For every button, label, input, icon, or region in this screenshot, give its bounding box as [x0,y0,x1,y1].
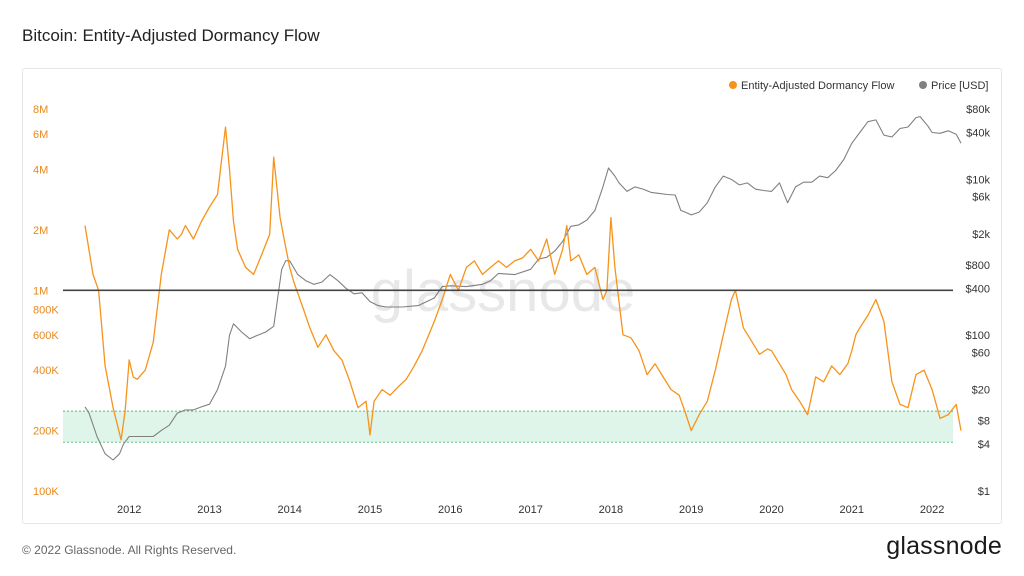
accumulation-band [63,411,953,443]
right-tick-label: $10k [966,174,990,186]
legend-dot-dormancy [729,81,737,89]
left-tick-label: 400K [33,365,59,377]
legend-dot-price [919,81,927,89]
x-tick-label: 2022 [920,504,944,516]
right-tick-label: $800 [966,260,990,272]
x-tick-label: 2021 [840,504,864,516]
right-tick-label: $100 [966,330,990,342]
legend-item-price[interactable]: Price [USD] [919,80,988,92]
dormancy-series [84,126,962,441]
right-tick-label: $60 [972,348,990,360]
left-tick-label: 1M [33,285,48,297]
left-tick-label: 2M [33,225,48,237]
left-axis: 100K 200K 400K 600K 800K 1M 2M 4M 6M 8M [33,104,59,498]
left-tick-label: 8M [33,104,48,116]
legend-item-dormancy[interactable]: Entity-Adjusted Dormancy Flow [729,80,894,92]
legend-label-dormancy: Entity-Adjusted Dormancy Flow [741,80,894,92]
left-tick-label: 6M [33,129,48,141]
dormancy-flow-line[interactable] [84,126,962,441]
x-tick-label: 2016 [438,504,462,516]
right-tick-label: $4 [978,439,990,451]
left-tick-label: 4M [33,164,48,176]
right-tick-label: $400 [966,283,990,295]
right-axis: $1 $4 $8 $20 $60 $100 $400 $800 $2k $6k $10k $40k $8… [966,104,991,498]
page-title: Bitcoin: Entity-Adjusted Dormancy Flow [22,26,320,45]
chart[interactable]: glassnode 100K200K400K600K800K1M2M4M6M8M… [23,69,1001,523]
right-tick-label: $1 [978,486,990,498]
x-tick-label: 2014 [277,504,301,516]
copyright: © 2022 Glassnode. All Rights Reserved. [22,543,237,557]
x-tick-label: 2013 [197,504,221,516]
brand-logo[interactable]: glassnode [886,532,1002,560]
right-tick-label: $20 [972,385,990,397]
right-tick-label: $6k [972,192,990,204]
x-tick-label: 2018 [599,504,623,516]
right-tick-label: $2k [972,229,990,241]
x-tick-label: 2015 [358,504,382,516]
x-axis: 2012 2013 2014 2015 2016 2017 2018 2019 2020 2021… [117,504,944,516]
chart-panel: glassnode 100K 200K 400K 600K 800K 1M 2M 4M 6M 8M… [22,68,1002,524]
x-tick-label: 2012 [117,504,141,516]
legend-label-price: Price [USD] [931,80,988,92]
right-tick-label: $80k [966,104,990,116]
legend: Entity-Adjusted Dormancy Flow Price [USD… [729,80,988,92]
left-tick-label: 600K [33,330,59,342]
left-tick-label: 800K [33,305,59,317]
x-tick-label: 2019 [679,504,703,516]
x-tick-label: 2017 [518,504,542,516]
right-tick-label: $40k [966,128,990,140]
right-tick-label: $8 [978,416,990,428]
left-tick-label: 200K [33,426,59,438]
left-tick-label: 100K [33,486,59,498]
band-layer [63,410,953,443]
x-tick-label: 2020 [759,504,783,516]
